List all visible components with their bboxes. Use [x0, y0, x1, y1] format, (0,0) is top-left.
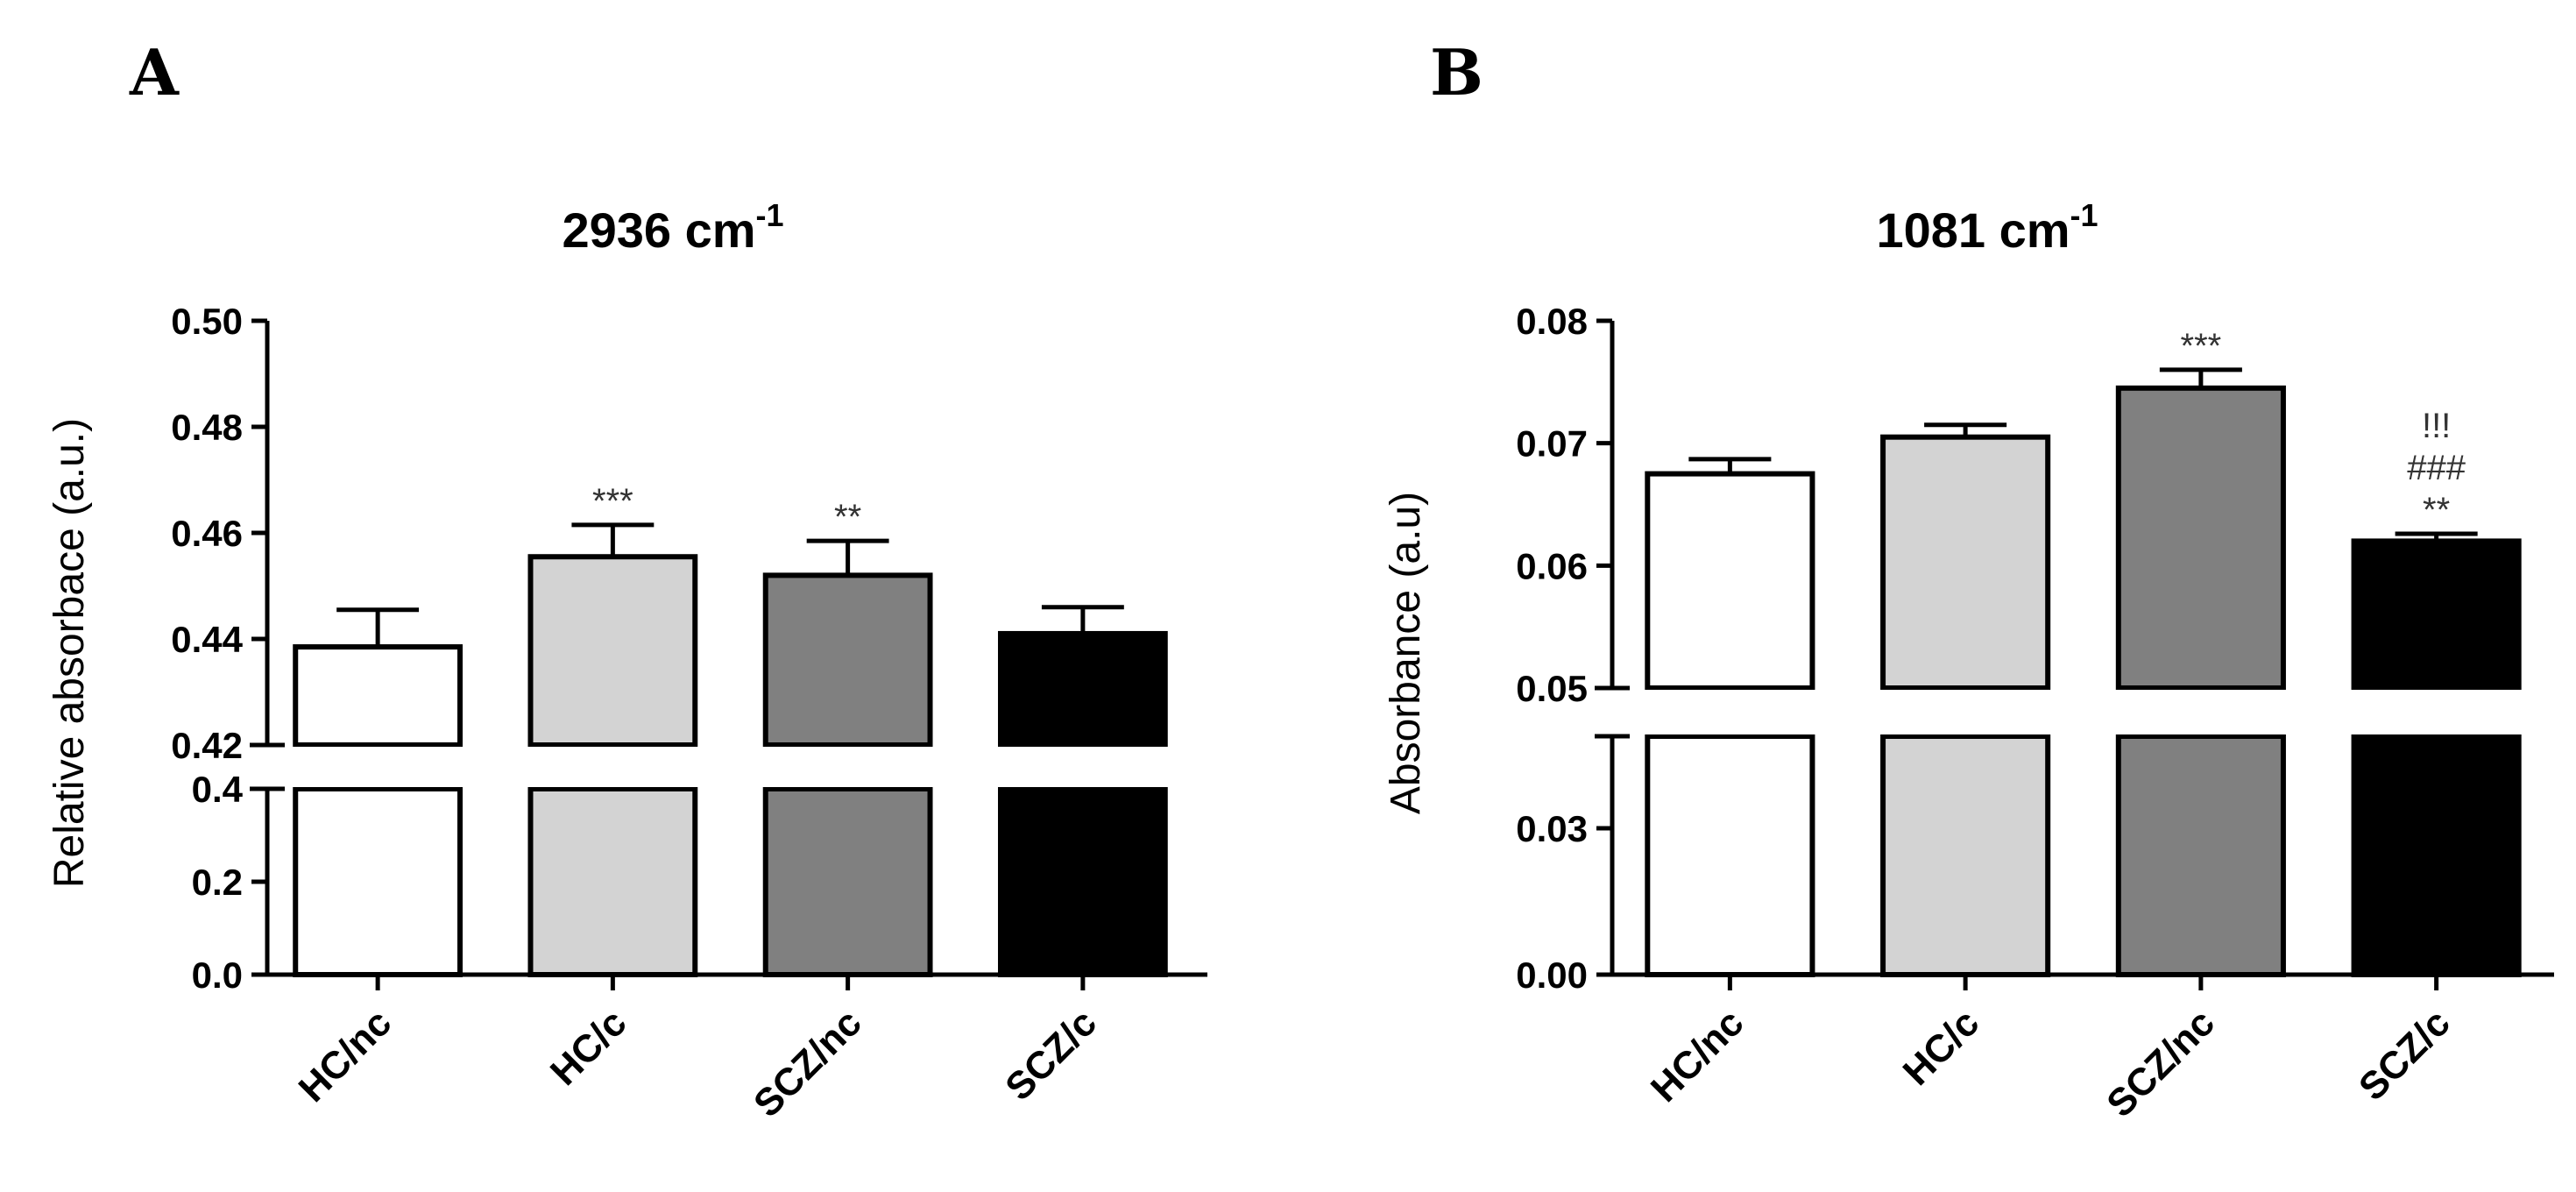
y-tick-label: 0.0 [192, 954, 243, 996]
bar-scz-c-lower [2351, 734, 2522, 977]
significance-marker-extra: !!! [2422, 407, 2451, 445]
bar-hc-nc-lower [1645, 734, 1815, 977]
bar-break-gap [1642, 690, 1818, 734]
y-tick-label: 0.05 [1516, 668, 1588, 709]
significance-marker: *** [592, 482, 633, 521]
significance-marker: ** [834, 498, 861, 536]
bar-hc-c-upper [1880, 434, 2051, 691]
bar-break-gap [525, 747, 701, 787]
significance-marker: ** [2423, 491, 2450, 529]
bar-scz-nc-upper [762, 572, 933, 749]
bar-scz-c-upper [2351, 538, 2522, 692]
y-tick-label: 0.08 [1516, 301, 1588, 342]
y-tick-label: 0.42 [171, 725, 243, 766]
x-category-label: HC/c [1895, 1001, 1988, 1094]
bar-break-gap [290, 747, 466, 787]
bar-hc-nc-upper [1645, 471, 1815, 691]
bar-break-gap [994, 747, 1171, 787]
chart-title-superscript: -1 [756, 197, 784, 233]
x-category-label: HC/c [542, 1001, 635, 1094]
x-category-label: SCZ/c [997, 1001, 1105, 1109]
bar-scz-nc-lower [2115, 734, 2286, 977]
chart-title-main: 2936 cm [562, 202, 755, 258]
bar-scz-nc-lower [762, 786, 933, 977]
bar-hc-c-lower [1880, 734, 2051, 977]
y-tick-label: 0.03 [1516, 808, 1588, 849]
bar-hc-c-lower [527, 786, 698, 977]
x-category-label: SCZ/nc [746, 1001, 870, 1125]
x-category-label: HC/nc [291, 1001, 400, 1110]
bar-break-gap [760, 747, 936, 787]
y-tick-label: 0.06 [1516, 545, 1588, 586]
chart-title: 1081 cm-1 [1876, 197, 2098, 258]
bar-break-gap [2348, 690, 2524, 734]
y-tick-label: 0.00 [1516, 954, 1588, 996]
panel-letter: A [129, 35, 180, 110]
bar-scz-c-lower [997, 786, 1168, 977]
x-category-label: SCZ/nc [2098, 1001, 2223, 1125]
significance-marker-extra: ### [2407, 449, 2466, 487]
bar-scz-c-upper [997, 630, 1168, 749]
y-tick-label: 0.2 [192, 862, 243, 903]
significance-marker: *** [2181, 327, 2222, 365]
bar-hc-c-upper [527, 554, 698, 748]
bar-hc-nc-upper [293, 644, 464, 749]
chart-title-main: 1081 cm [1876, 202, 2070, 258]
chart-title: 2936 cm-1 [562, 197, 783, 258]
y-axis-label: Relative absorbace (a.u.) [46, 418, 93, 888]
y-tick-label: 0.07 [1516, 423, 1588, 465]
bar-hc-nc-lower [293, 786, 464, 977]
y-tick-label: 0.50 [171, 301, 243, 342]
panel-letter: B [1430, 35, 1483, 110]
bar-break-gap [2112, 690, 2289, 734]
chart-title-superscript: -1 [2070, 197, 2098, 233]
y-axis-label: Absorbance (a.u) [1383, 492, 1429, 814]
y-tick-label: 0.4 [192, 769, 244, 810]
chart-panel-b: B 1081 cm-1 Absorbance (a.u) 0.05 0.06 0.07 0.… [1383, 35, 2554, 1125]
y-tick-label: 0.48 [171, 407, 243, 448]
x-category-label: HC/nc [1643, 1001, 1752, 1110]
bar-scz-nc-upper [2115, 385, 2286, 691]
y-tick-label: 0.44 [171, 619, 243, 660]
x-category-label: SCZ/c [2351, 1001, 2459, 1109]
y-tick-label: 0.46 [171, 513, 243, 554]
bar-break-gap [1878, 690, 2054, 734]
